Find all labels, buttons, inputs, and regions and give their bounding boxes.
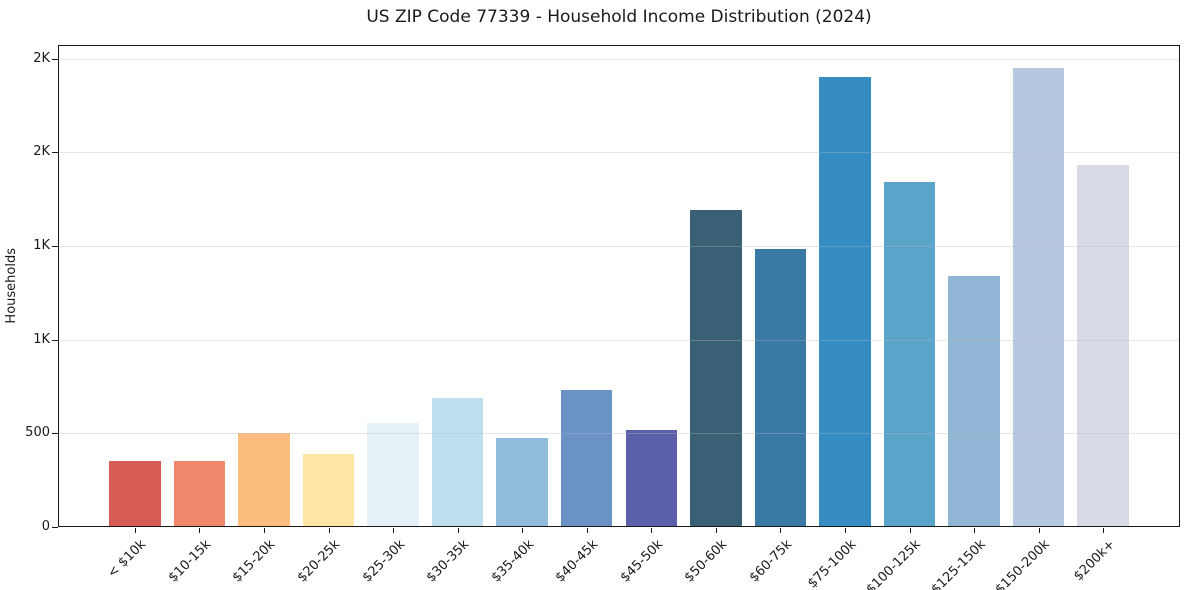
x-tick-label: $200k+ [1070, 537, 1118, 585]
chart-title: US ZIP Code 77339 - Household Income Dis… [366, 7, 872, 27]
x-tick-mark [263, 528, 265, 533]
x-tick-label: $45-50k [617, 537, 666, 586]
bar-$25-30k [367, 423, 419, 527]
bar-$60-75k [754, 248, 807, 527]
y-tick-mark [52, 433, 58, 435]
x-tick-mark [974, 528, 976, 533]
x-tick-label: $25-30k [359, 537, 408, 586]
x-tick-mark [909, 528, 911, 533]
x-tick-mark [586, 528, 588, 533]
gridline-1500 [58, 245, 1180, 247]
x-tick-mark [393, 528, 395, 533]
bar-$30-35k [431, 397, 484, 527]
x-tick-mark [780, 528, 782, 533]
bar-$150-200k [1012, 67, 1065, 527]
bar-$15-20k [238, 433, 290, 527]
y-tick-mark [52, 339, 58, 341]
y-tick-mark [52, 152, 58, 154]
gridline-2000 [58, 152, 1180, 154]
y-tick-mark [52, 245, 58, 247]
x-tick-mark [328, 528, 330, 533]
y-tick-mark [52, 58, 58, 60]
x-tick-label: $20-25k [294, 537, 344, 586]
x-tick-label: < $10k [105, 537, 150, 582]
x-tick-label: $150-200k [993, 537, 1054, 590]
x-tick-mark [522, 528, 524, 533]
y-axis-title-wrap: Households [4, 45, 19, 527]
y-tick-label: 2K [33, 144, 50, 160]
x-tick-mark [1038, 528, 1040, 533]
x-tick-label: $40-45k [552, 537, 602, 586]
x-tick-label: $30-35k [423, 537, 473, 586]
x-tick-mark [1103, 528, 1105, 533]
x-tick-label: $10-15k [165, 537, 215, 586]
bar-$20-25k [302, 453, 355, 527]
bar-$75-100k [819, 77, 871, 527]
y-tick-mark [52, 527, 58, 528]
x-tick-label: $50-60k [681, 537, 731, 586]
x-tick-mark [651, 528, 653, 533]
gridline-1000 [58, 339, 1180, 341]
x-tick-mark [199, 528, 201, 533]
x-tick-mark [715, 528, 717, 533]
bar-$100-125k [883, 182, 936, 527]
gridline-2500 [58, 58, 1180, 60]
x-tick-mark [844, 528, 846, 533]
x-tick-label: $75-100k [805, 537, 860, 590]
x-tick-label: $60-75k [746, 537, 796, 586]
bar-$10-15k [173, 460, 226, 527]
bar-< $10k [109, 461, 161, 527]
y-axis-title: Households [4, 248, 19, 324]
bar-$40-45k [560, 390, 613, 527]
bar-$35-40k [496, 438, 548, 527]
y-tick-label: 2K [33, 50, 50, 66]
bar-$200k+ [1077, 165, 1129, 527]
x-tick-label: $35-40k [488, 537, 537, 586]
y-tick-label: 1K [33, 237, 50, 253]
x-tick-mark [457, 528, 459, 533]
bar-$45-50k [625, 429, 678, 527]
x-tick-label: $100-125k [863, 537, 925, 590]
bar-$50-60k [690, 210, 742, 527]
bar-$125-150k [948, 275, 1000, 527]
y-tick-label: 0 [41, 519, 50, 534]
gridline-500 [58, 433, 1180, 435]
y-tick-label: 500 [25, 425, 50, 441]
plot-area [58, 45, 1180, 527]
x-tick-label: $125-150k [928, 537, 989, 590]
y-tick-label: 1K [33, 331, 50, 347]
x-tick-mark [134, 528, 136, 533]
x-tick-label: $15-20k [230, 537, 279, 586]
